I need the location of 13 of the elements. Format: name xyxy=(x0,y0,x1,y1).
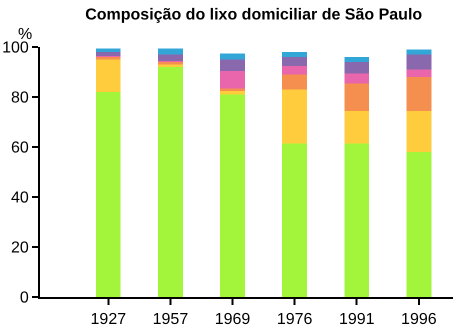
y-tick-label: 20 xyxy=(11,240,29,257)
y-tick-label: 0 xyxy=(20,290,29,307)
x-tick-label: 1957 xyxy=(152,311,188,328)
y-tick-label: 60 xyxy=(11,140,29,157)
x-tick-label: 1991 xyxy=(338,311,375,328)
x-tick-label: 1996 xyxy=(401,311,437,328)
x-tick-label: 1927 xyxy=(90,311,126,328)
y-tick-label: 40 xyxy=(11,190,29,207)
x-tick-label: 1976 xyxy=(276,311,313,328)
y-tick-label: 100 xyxy=(2,40,29,57)
y-tick-label: 80 xyxy=(11,90,29,107)
chart-title: Composição do lixo domiciliar de São Paulo xyxy=(85,6,422,24)
x-tick-label: 1969 xyxy=(214,311,250,328)
